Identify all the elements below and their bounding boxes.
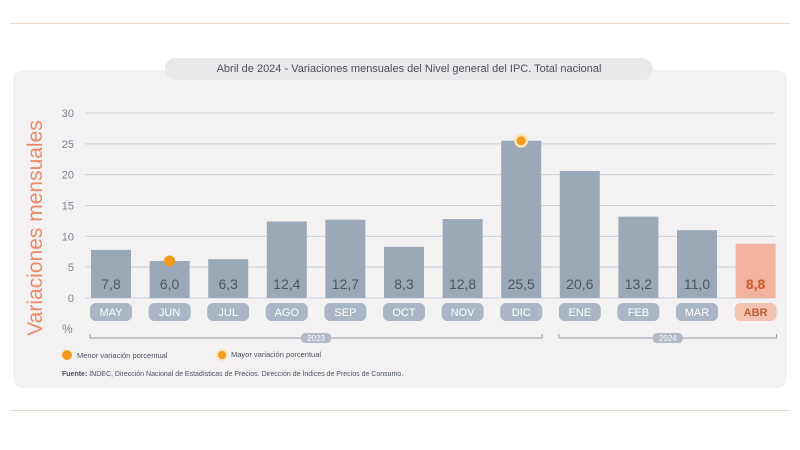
x-tick-label: JUL [218, 307, 238, 319]
source-text: INDEC, Dirección Nacional de Estadística… [87, 371, 404, 378]
year-label: 2023 [307, 334, 325, 343]
category-pill [207, 303, 250, 321]
x-tick-label: SEP [334, 307, 356, 319]
y-tick-label: 0 [68, 293, 74, 305]
x-tick-label: JUN [159, 307, 180, 319]
bar [442, 219, 483, 298]
data-label: 11,0 [684, 276, 710, 292]
y-tick-label: 30 [62, 108, 74, 120]
data-label: 13,2 [625, 276, 652, 292]
bar [325, 219, 366, 298]
data-label: 12,7 [332, 276, 359, 292]
bar [501, 140, 542, 298]
bar [559, 170, 600, 298]
legend-max-label: Mayor variación porcentual [231, 350, 322, 359]
chart-title: Abril de 2024 - Variaciones mensuales de… [165, 58, 653, 80]
bar [149, 261, 190, 298]
x-tick-label: ABR [744, 307, 768, 319]
bar [208, 259, 249, 298]
bar [384, 246, 424, 298]
x-tick-label: NOV [451, 307, 476, 319]
y-tick-label: 15 [62, 201, 74, 213]
category-pill [324, 303, 367, 321]
category-pill [90, 303, 132, 321]
y-tick-label: 10 [62, 231, 74, 243]
category-pill [383, 303, 425, 321]
category-pill [734, 303, 777, 321]
category-pill [148, 303, 191, 321]
legend-min-label: Menor variación porcentual [77, 350, 168, 360]
x-tick-label: ENE [568, 307, 591, 319]
data-label: 20,6 [566, 276, 593, 292]
category-pill [265, 303, 308, 321]
data-label: 25,5 [508, 276, 535, 292]
year-pill [301, 333, 332, 343]
max-marker [516, 136, 526, 146]
y-tick-label: 20 [62, 170, 74, 182]
x-tick-label: FEB [628, 307, 649, 319]
y-unit-label: % [62, 322, 73, 336]
data-label: 7,8 [101, 276, 121, 292]
data-label: 6,3 [218, 276, 238, 292]
year-label: 2024 [659, 334, 677, 343]
x-tick-label: AGO [275, 307, 300, 319]
min-marker-icon [62, 350, 72, 360]
data-label: 12,4 [273, 276, 300, 292]
source-note: Fuente: INDEC, Dirección Nacional de Est… [62, 371, 403, 378]
legend-max: Mayor variación porcentual [218, 350, 321, 359]
year-pill [652, 333, 683, 343]
x-tick-label: MAR [685, 307, 710, 319]
bar [618, 216, 659, 298]
legend-min: Menor variación porcentual [62, 350, 167, 360]
max-marker-icon [218, 350, 226, 359]
category-pill [500, 303, 543, 321]
data-label: 8,3 [394, 276, 414, 292]
category-pill [558, 303, 601, 321]
data-label: 12,8 [449, 276, 476, 292]
source-label: Fuente: [62, 371, 88, 378]
y-tick-label: 5 [68, 262, 74, 274]
x-tick-label: MAY [99, 307, 123, 319]
bar [677, 230, 717, 298]
bar [266, 221, 307, 298]
data-label: 6,0 [160, 276, 180, 292]
min-marker [164, 255, 176, 267]
x-tick-label: OCT [392, 307, 416, 319]
category-pill [617, 303, 660, 321]
data-label: 8,8 [746, 276, 766, 292]
bar [735, 243, 776, 298]
x-tick-label: DIC [512, 307, 531, 319]
category-pill [441, 303, 484, 321]
category-pill [676, 303, 718, 321]
y-tick-label: 25 [62, 139, 74, 151]
bar [91, 249, 131, 298]
